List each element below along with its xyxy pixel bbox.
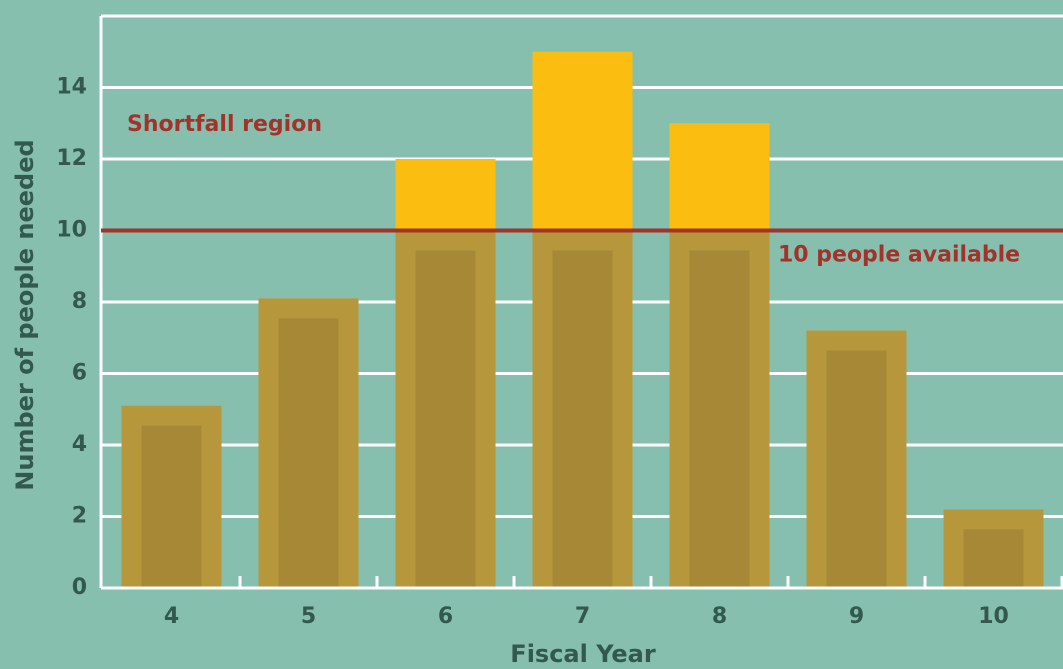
- bar-photo-shade: [553, 251, 613, 589]
- x-tick-label: 6: [438, 604, 453, 629]
- y-tick-label: 8: [72, 289, 87, 314]
- x-tick-label: 8: [712, 604, 727, 629]
- bar-photo-shade: [416, 251, 476, 589]
- page: Fiscal Year Number of people needed 0 2 4 6…: [0, 0, 1063, 669]
- y-tick-label: 10: [56, 218, 87, 243]
- x-tick-label: 9: [849, 604, 864, 629]
- x-tick-label: 5: [301, 604, 316, 629]
- x-tick-label: 10: [978, 604, 1009, 629]
- y-tick-label: 6: [72, 361, 87, 386]
- x-axis-title: Fiscal Year: [510, 640, 656, 668]
- bar-photo-shade: [279, 318, 339, 588]
- y-tick-label: 4: [72, 432, 87, 457]
- reference-label: 10 people available: [778, 243, 1020, 268]
- annotation: Shortfall region: [127, 112, 322, 137]
- x-tick-label: 4: [164, 604, 179, 629]
- y-tick-label: 12: [56, 146, 87, 171]
- y-axis-title: Number of people needed: [11, 139, 39, 490]
- y-tick-label: 2: [72, 504, 87, 529]
- bar-photo-shade: [827, 351, 887, 588]
- chart: Fiscal Year Number of people needed 0 2 4 6…: [0, 0, 1063, 669]
- y-tick-label: 14: [56, 75, 87, 100]
- x-tick-label: 7: [575, 604, 590, 629]
- bar-photo-shade: [142, 426, 202, 588]
- y-tick-label: 0: [72, 575, 87, 600]
- bar-photo-shade: [690, 251, 750, 589]
- bar-photo-shade: [964, 529, 1024, 588]
